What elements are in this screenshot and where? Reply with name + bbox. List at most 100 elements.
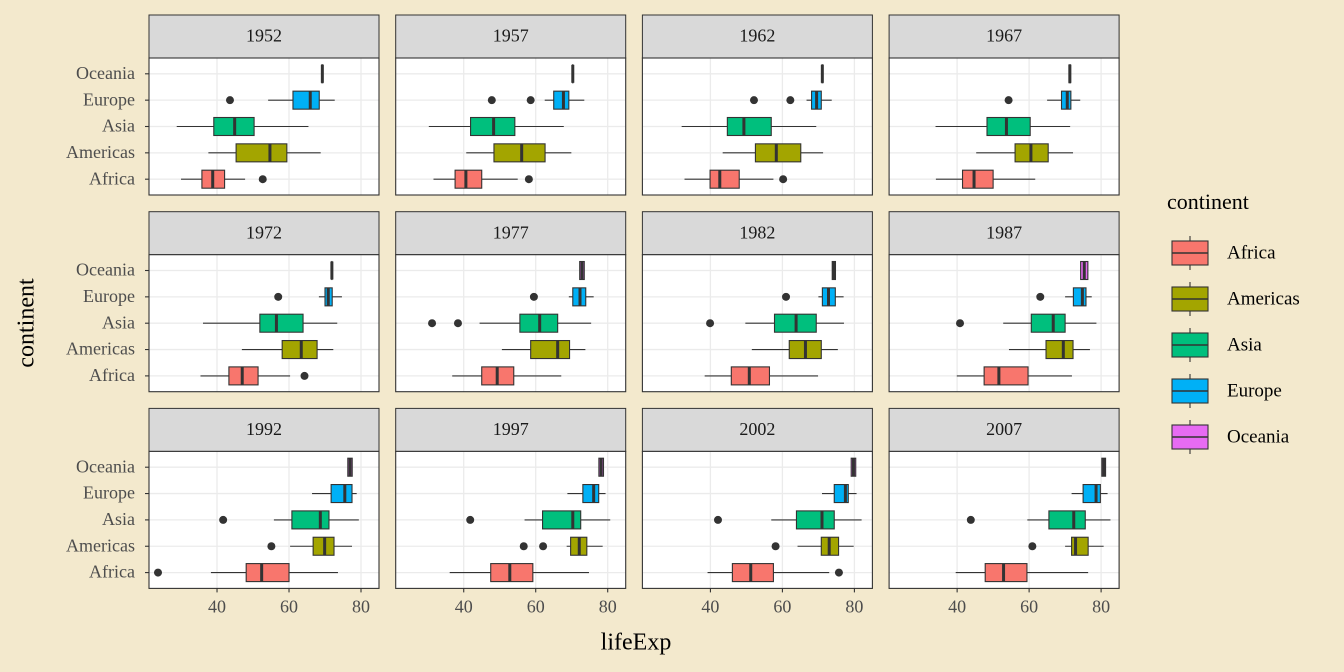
y-tick-label: Europe (83, 286, 135, 306)
x-tick-label: 60 (773, 597, 791, 617)
box (986, 116, 1031, 137)
strip (148, 407, 380, 452)
x-tick-label: 60 (1020, 597, 1038, 617)
box (292, 90, 320, 110)
legend-label: Asia (1227, 334, 1262, 355)
outlier (300, 371, 309, 380)
strip-text: 1972 (246, 222, 282, 242)
y-tick-label: Europe (83, 89, 135, 109)
x-tick-label: 40 (948, 597, 966, 617)
y-tick-label: Oceania (76, 456, 135, 476)
strip (641, 14, 873, 59)
y-tick-label: Americas (66, 535, 135, 555)
strip (395, 14, 627, 59)
outlier (524, 175, 533, 184)
y-tick-label: Africa (89, 168, 135, 188)
outlier (956, 319, 965, 328)
box (493, 143, 546, 163)
strip-text: 1962 (739, 26, 775, 46)
x-tick-label: 40 (701, 597, 719, 617)
box (490, 563, 534, 583)
y-tick-label: Oceania (76, 63, 135, 83)
box (245, 563, 290, 583)
strip (395, 211, 627, 256)
box (961, 169, 994, 189)
panel-border (888, 450, 1120, 589)
outlier (219, 515, 228, 524)
strip-text: 1952 (246, 26, 282, 46)
y-tick-label: Asia (102, 509, 135, 529)
x-tick-label: 80 (1092, 597, 1110, 617)
panel-border (641, 450, 873, 589)
outlier (706, 319, 715, 328)
outlier (453, 319, 462, 328)
strip-text: 1967 (986, 26, 1022, 46)
outlier (258, 175, 267, 184)
y-tick-label: Oceania (76, 260, 135, 280)
strip-text: 1987 (986, 222, 1022, 242)
box (330, 484, 353, 504)
box (259, 313, 304, 333)
strip-text: 2002 (739, 419, 775, 439)
outlier (519, 542, 528, 551)
x-tick-label: 80 (845, 597, 863, 617)
strip-text: 1977 (493, 222, 529, 242)
legend-label: Americas (1227, 288, 1300, 309)
outlier (749, 96, 758, 105)
outlier (225, 96, 234, 105)
x-tick-label: 40 (208, 597, 226, 617)
box (582, 484, 600, 504)
strip (641, 407, 873, 452)
box (553, 90, 570, 110)
panel-border (395, 57, 627, 196)
panel-border (641, 254, 873, 393)
strip (641, 211, 873, 256)
strip-text: 1957 (493, 26, 529, 46)
strip (395, 407, 627, 452)
x-tick-label: 80 (352, 597, 370, 617)
y-tick-label: Americas (66, 339, 135, 359)
box (281, 339, 318, 360)
box (709, 169, 740, 189)
outlier (428, 319, 437, 328)
outlier (1028, 542, 1037, 551)
box (754, 143, 802, 163)
box (1072, 287, 1087, 307)
outlier (1036, 292, 1045, 301)
box (983, 366, 1029, 386)
box (731, 563, 774, 583)
box (1045, 339, 1074, 360)
outlier (487, 96, 496, 105)
outlier (779, 175, 788, 184)
outlier (834, 568, 843, 577)
box (1030, 313, 1066, 333)
box (984, 563, 1028, 583)
y-tick-label: Africa (89, 562, 135, 582)
x-axis-title: lifeExp (601, 630, 672, 656)
outlier (786, 96, 795, 105)
x-tick-label: 60 (280, 597, 298, 617)
box (454, 169, 483, 189)
panel-border (641, 57, 873, 196)
box (542, 510, 582, 530)
strip-text: 1982 (739, 222, 775, 242)
outlier (782, 292, 791, 301)
outlier (274, 292, 283, 301)
strip-text: 1997 (493, 419, 529, 439)
y-axis-title: continent (14, 278, 40, 368)
x-tick-label: 60 (527, 597, 545, 617)
y-tick-label: Europe (83, 483, 135, 503)
box (235, 143, 288, 163)
outlier (466, 515, 475, 524)
outlier (529, 292, 538, 301)
legend-label: Europe (1227, 380, 1282, 401)
strip-text: 2007 (986, 419, 1022, 439)
box (795, 510, 835, 530)
panel-border (888, 254, 1120, 393)
strip (888, 14, 1120, 59)
outlier (526, 96, 535, 105)
strip (148, 14, 380, 59)
outlier (153, 568, 162, 577)
x-tick-label: 80 (599, 597, 617, 617)
